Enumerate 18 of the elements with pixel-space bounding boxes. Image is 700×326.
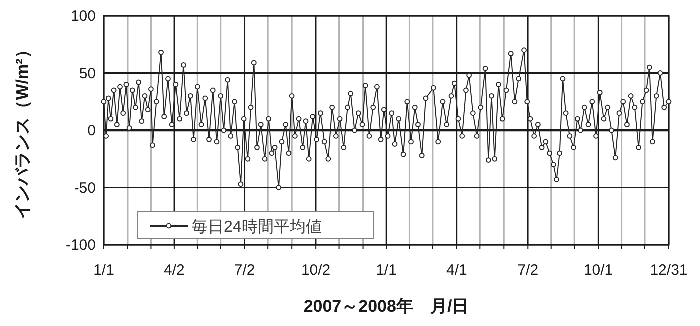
x-tick-label: 1/1 — [94, 262, 114, 279]
x-tick-label: 7/2 — [518, 262, 539, 279]
x-tick-label: 7/2 — [234, 262, 256, 279]
y-tick-label: -50 — [74, 180, 96, 197]
y-tick-label: 0 — [88, 122, 96, 140]
x-axis-title: 2007～2008年 月/日 — [304, 297, 470, 316]
y-axis-title: インバランス（W/m²） — [13, 42, 32, 220]
y-tick-label: 100 — [70, 8, 96, 25]
y-tick-label: 50 — [79, 65, 96, 82]
x-tick-label: 1/1 — [376, 262, 397, 279]
x-tick-label: 10/2 — [301, 262, 331, 279]
x-tick-label: 4/1 — [446, 262, 468, 279]
y-tick-label: -100 — [66, 237, 96, 254]
legend-label: 毎日24時間平均値 — [192, 218, 322, 236]
x-tick-label: 12/31 — [650, 262, 688, 279]
legend: 毎日24時間平均値 — [138, 212, 374, 240]
x-tick-label: 4/2 — [164, 262, 185, 279]
x-tick-label: 10/1 — [584, 262, 614, 279]
